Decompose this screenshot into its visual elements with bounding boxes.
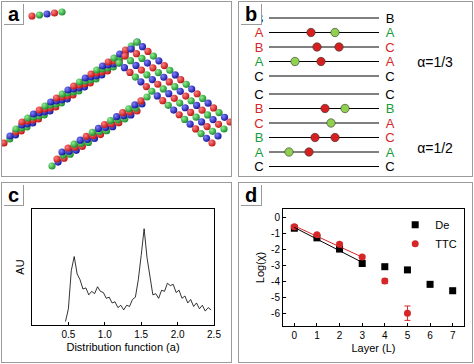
svg-text:C: C xyxy=(385,40,394,55)
svg-text:-1: -1 xyxy=(271,228,280,239)
svg-text:1.5: 1.5 xyxy=(134,329,148,340)
svg-text:2.0: 2.0 xyxy=(171,329,185,340)
svg-text:-2: -2 xyxy=(271,244,280,255)
svg-text:2.5: 2.5 xyxy=(207,329,221,340)
svg-text:1.0: 1.0 xyxy=(98,329,112,340)
svg-text:2: 2 xyxy=(337,330,343,341)
svg-text:α=1/2: α=1/2 xyxy=(417,140,453,156)
svg-text:C: C xyxy=(254,116,263,131)
svg-text:B: B xyxy=(386,101,395,116)
svg-text:C: C xyxy=(254,159,263,174)
svg-text:B: B xyxy=(255,130,264,145)
svg-text:A: A xyxy=(255,145,264,160)
svg-text:4: 4 xyxy=(382,330,388,341)
svg-text:AU: AU xyxy=(14,259,26,274)
svg-text:Layer (L): Layer (L) xyxy=(351,342,395,354)
svg-text:C: C xyxy=(385,159,394,174)
svg-text:-4: -4 xyxy=(271,276,280,287)
svg-text:B: B xyxy=(386,11,395,26)
svg-text:A: A xyxy=(255,54,264,69)
svg-text:C: C xyxy=(385,69,394,84)
svg-text:-6: -6 xyxy=(271,308,280,319)
svg-text:5: 5 xyxy=(405,330,411,341)
svg-text:6: 6 xyxy=(427,330,433,341)
svg-text:TTC: TTC xyxy=(435,238,456,250)
svg-text:0: 0 xyxy=(274,212,280,223)
svg-text:7: 7 xyxy=(450,330,456,341)
svg-text:C: C xyxy=(385,87,394,102)
svg-text:C: C xyxy=(385,130,394,145)
svg-text:A: A xyxy=(386,54,395,69)
svg-text:B: B xyxy=(255,40,264,55)
svg-text:B: B xyxy=(255,101,264,116)
svg-text:C: C xyxy=(254,69,263,84)
svg-text:1: 1 xyxy=(314,330,320,341)
svg-text:A: A xyxy=(386,25,395,40)
svg-text:0.5: 0.5 xyxy=(61,329,75,340)
svg-text:B: B xyxy=(255,11,264,26)
svg-text:A: A xyxy=(386,116,395,131)
svg-text:3: 3 xyxy=(359,330,365,341)
svg-text:C: C xyxy=(254,87,263,102)
svg-text:Log(χ): Log(χ) xyxy=(254,252,266,283)
svg-text:-5: -5 xyxy=(271,292,280,303)
svg-text:0: 0 xyxy=(292,330,298,341)
svg-text:A: A xyxy=(386,145,395,160)
svg-text:α=1/3: α=1/3 xyxy=(417,54,453,70)
svg-text:Distribution function (a): Distribution function (a) xyxy=(66,341,179,353)
svg-text:A: A xyxy=(255,25,264,40)
svg-text:De: De xyxy=(435,219,449,231)
svg-text:-3: -3 xyxy=(271,260,280,271)
